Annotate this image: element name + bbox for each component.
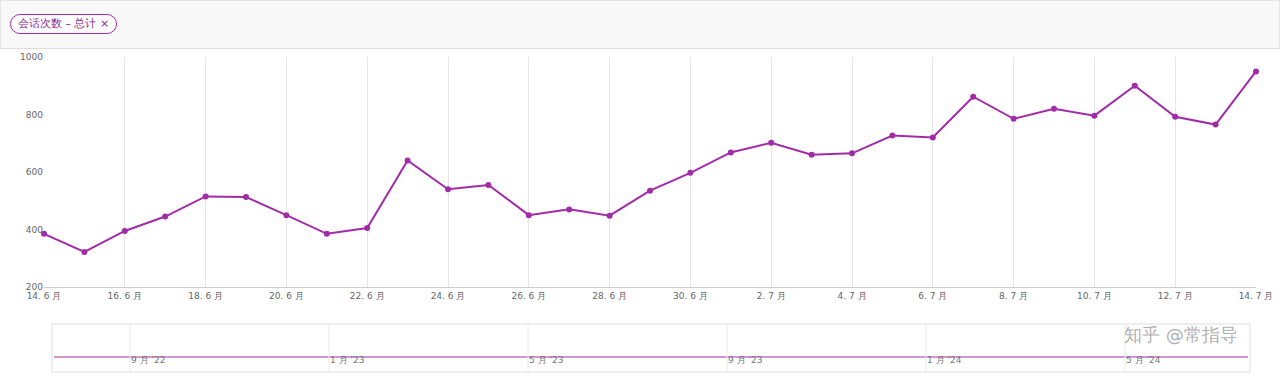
svg-text:18. 6 月: 18. 6 月 [188,291,223,301]
svg-text:200: 200 [26,282,43,292]
svg-text:20. 6 月: 20. 6 月 [269,291,304,301]
svg-text:14. 6 月: 14. 6 月 [27,291,62,301]
svg-text:12. 7 月: 12. 7 月 [1158,291,1193,301]
svg-text:16. 6 月: 16. 6 月 [107,291,142,301]
svg-text:26. 6 月: 26. 6 月 [511,291,546,301]
svg-text:30. 6 月: 30. 6 月 [673,291,708,301]
svg-text:400: 400 [26,225,43,235]
svg-text:1 月 '23: 1 月 '23 [330,355,364,365]
svg-text:14. 7 月: 14. 7 月 [1239,291,1274,301]
svg-text:1000: 1000 [20,52,43,62]
svg-text:800: 800 [26,110,43,120]
html-text:会话次数 – 总计 ×: 会话次数 – 总计 × [18,17,110,30]
svg-text:28. 6 月: 28. 6 月 [592,291,627,301]
svg-text:9 月 '23: 9 月 '23 [728,355,762,365]
svg-text:4. 7 月: 4. 7 月 [837,291,866,301]
svg-text:5 月 '23: 5 月 '23 [529,355,563,365]
svg-text:24. 6 月: 24. 6 月 [431,291,466,301]
svg-text:22. 6 月: 22. 6 月 [350,291,385,301]
svg-text:6. 7 月: 6. 7 月 [918,291,947,301]
svg-text:知乎 @常指导: 知乎 @常指导 [1124,324,1238,345]
svg-text:2. 7 月: 2. 7 月 [757,291,786,301]
svg-text:9 月 '22: 9 月 '22 [131,355,165,365]
svg-text:8. 7 月: 8. 7 月 [999,291,1028,301]
svg-text:600: 600 [26,167,43,177]
svg-text:5 月 '24: 5 月 '24 [1126,355,1161,365]
svg-text:10. 7 月: 10. 7 月 [1077,291,1112,301]
svg-text:1 月 '24: 1 月 '24 [927,355,962,365]
